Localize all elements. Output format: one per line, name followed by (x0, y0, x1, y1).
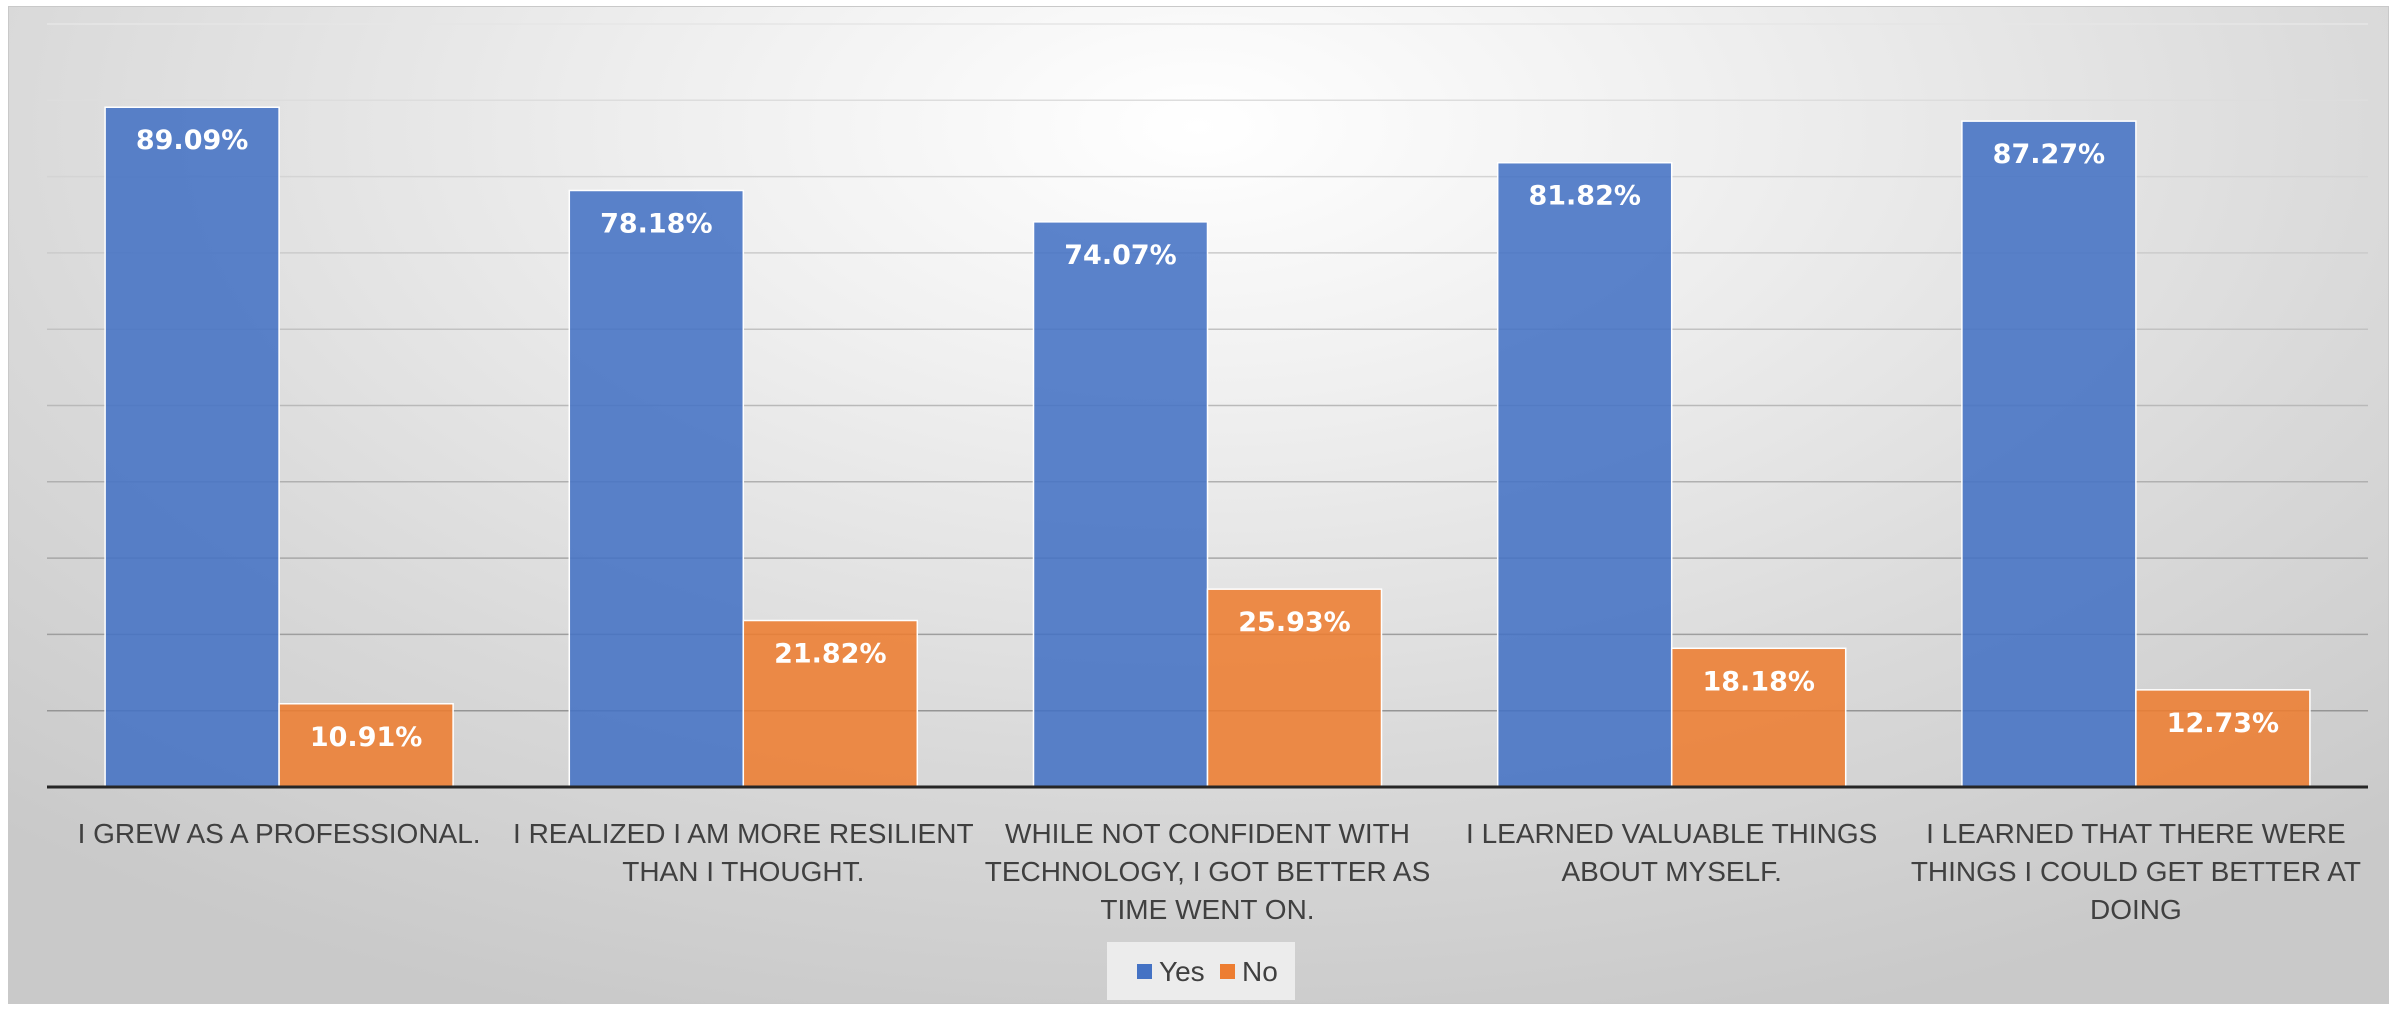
category-label-5: I LEARNED THAT THERE WERE THINGS I COULD … (1911, 818, 2361, 925)
bar-chart: 89.09% 78.18% 74.07% 81.82% 87.27% 10.91% 21.8… (47, 23, 2368, 1000)
legend-label-yes: Yes (1159, 956, 1205, 987)
data-label-yes-1: 89.09% (136, 125, 248, 156)
bar-yes-2 (568, 189, 745, 788)
category-label-1: I GREW AS A PROFESSIONAL. (78, 818, 481, 849)
bar-yes-1 (104, 106, 280, 788)
data-label-yes-3: 74.07% (1064, 240, 1176, 271)
bar-yes-5 (1961, 120, 2137, 788)
data-label-no-4: 18.18% (1702, 666, 1814, 697)
bars (104, 106, 2311, 788)
data-label-no-3: 25.93% (1238, 607, 1350, 638)
bar-no-4 (1670, 647, 1847, 788)
data-label-no-1: 10.91% (310, 722, 422, 753)
bar-yes-4 (1496, 161, 1673, 788)
data-label-yes-5: 87.27% (1993, 139, 2105, 170)
bar-no-5 (2135, 689, 2311, 788)
bar-yes-3 (1032, 221, 1209, 788)
category-label-4: I LEARNED VALUABLE THINGS ABOUT MYSELF. (1466, 818, 1877, 887)
category-labels: I GREW AS A PROFESSIONAL. I REALIZED I AM… (78, 818, 2361, 925)
chart-area: 89.09% 78.18% 74.07% 81.82% 87.27% 10.91% 21.8… (8, 6, 2389, 1004)
legend-label-no: No (1242, 956, 1278, 987)
bar-no-2 (742, 619, 919, 788)
legend: Yes No (1107, 942, 1295, 1000)
legend-swatch-yes (1137, 964, 1152, 979)
data-labels: 89.09% 78.18% 74.07% 81.82% 87.27% 10.91% 21.8… (136, 125, 2279, 753)
data-label-no-5: 12.73% (2167, 708, 2279, 739)
category-label-3: WHILE NOT CONFIDENT WITH TECHNOLOGY, I GO… (985, 818, 1431, 925)
legend-swatch-no (1220, 964, 1235, 979)
data-label-no-2: 21.82% (774, 639, 886, 670)
data-label-yes-4: 81.82% (1528, 181, 1640, 212)
bar-no-1 (278, 703, 454, 788)
category-label-2: I REALIZED I AM MORE RESILIENT THAN I THO… (513, 818, 974, 887)
data-label-yes-2: 78.18% (600, 208, 712, 239)
